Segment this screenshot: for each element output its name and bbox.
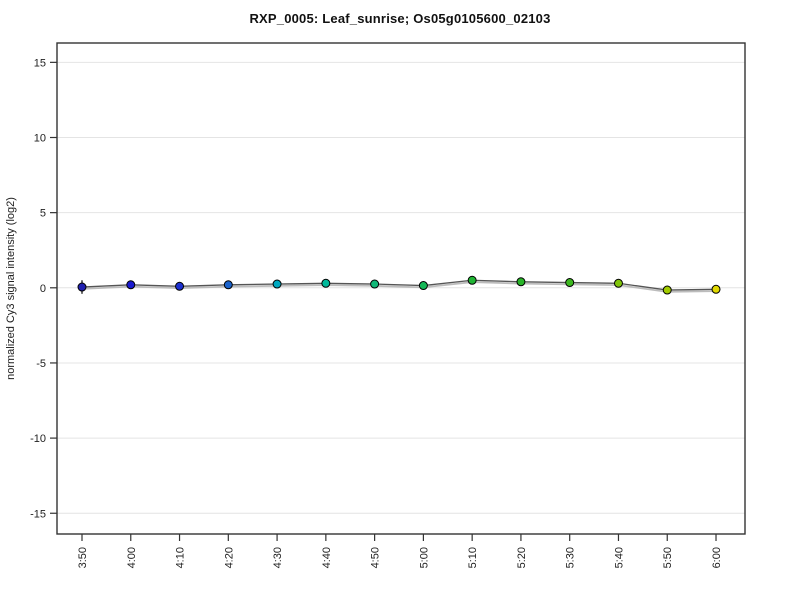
x-tick-label: 4:30 xyxy=(272,547,284,568)
data-point xyxy=(175,281,185,291)
y-tick-label: -15 xyxy=(30,508,46,520)
data-point xyxy=(467,275,477,285)
x-tick-label: 3:50 xyxy=(77,547,89,568)
x-tick-label: 4:00 xyxy=(126,547,138,568)
data-point xyxy=(126,280,136,290)
y-tick-label: 10 xyxy=(34,133,46,145)
x-tick-label: 4:10 xyxy=(175,547,187,568)
x-tick-label: 4:50 xyxy=(370,547,382,568)
x-tick-label: 4:40 xyxy=(321,547,333,568)
x-tick-label: 5:30 xyxy=(565,547,577,568)
series-line xyxy=(81,279,717,291)
data-point xyxy=(77,282,87,292)
data-point xyxy=(418,281,428,291)
data-point xyxy=(711,284,721,294)
y-tick-label: -10 xyxy=(30,433,46,445)
data-point xyxy=(565,278,575,288)
data-point xyxy=(613,278,623,288)
x-tick-label: 6:00 xyxy=(711,547,723,568)
y-axis-label: normalized Cy3 signal intensity (log2) xyxy=(5,197,17,380)
x-tick-label: 5:10 xyxy=(467,547,479,568)
data-point xyxy=(223,280,233,290)
x-tick-label: 5:20 xyxy=(516,547,528,568)
series-shadow-line xyxy=(81,281,717,293)
x-tick-label: 5:40 xyxy=(613,547,625,568)
data-point xyxy=(370,279,380,289)
x-tick-label: 5:00 xyxy=(418,547,430,568)
y-tick-label: 5 xyxy=(40,208,46,220)
x-tick-label: 4:20 xyxy=(223,547,235,568)
data-point xyxy=(321,278,331,288)
data-point xyxy=(662,285,672,295)
plot-border xyxy=(56,42,746,535)
y-tick-label: -5 xyxy=(36,358,46,370)
y-tick-label: 15 xyxy=(34,57,46,69)
y-tick-label: 0 xyxy=(40,283,46,295)
data-point xyxy=(516,277,526,287)
data-point xyxy=(272,279,282,289)
x-tick-label: 5:50 xyxy=(662,547,674,568)
chart-title: RXP_0005: Leaf_sunrise; Os05g0105600_021… xyxy=(249,11,551,26)
